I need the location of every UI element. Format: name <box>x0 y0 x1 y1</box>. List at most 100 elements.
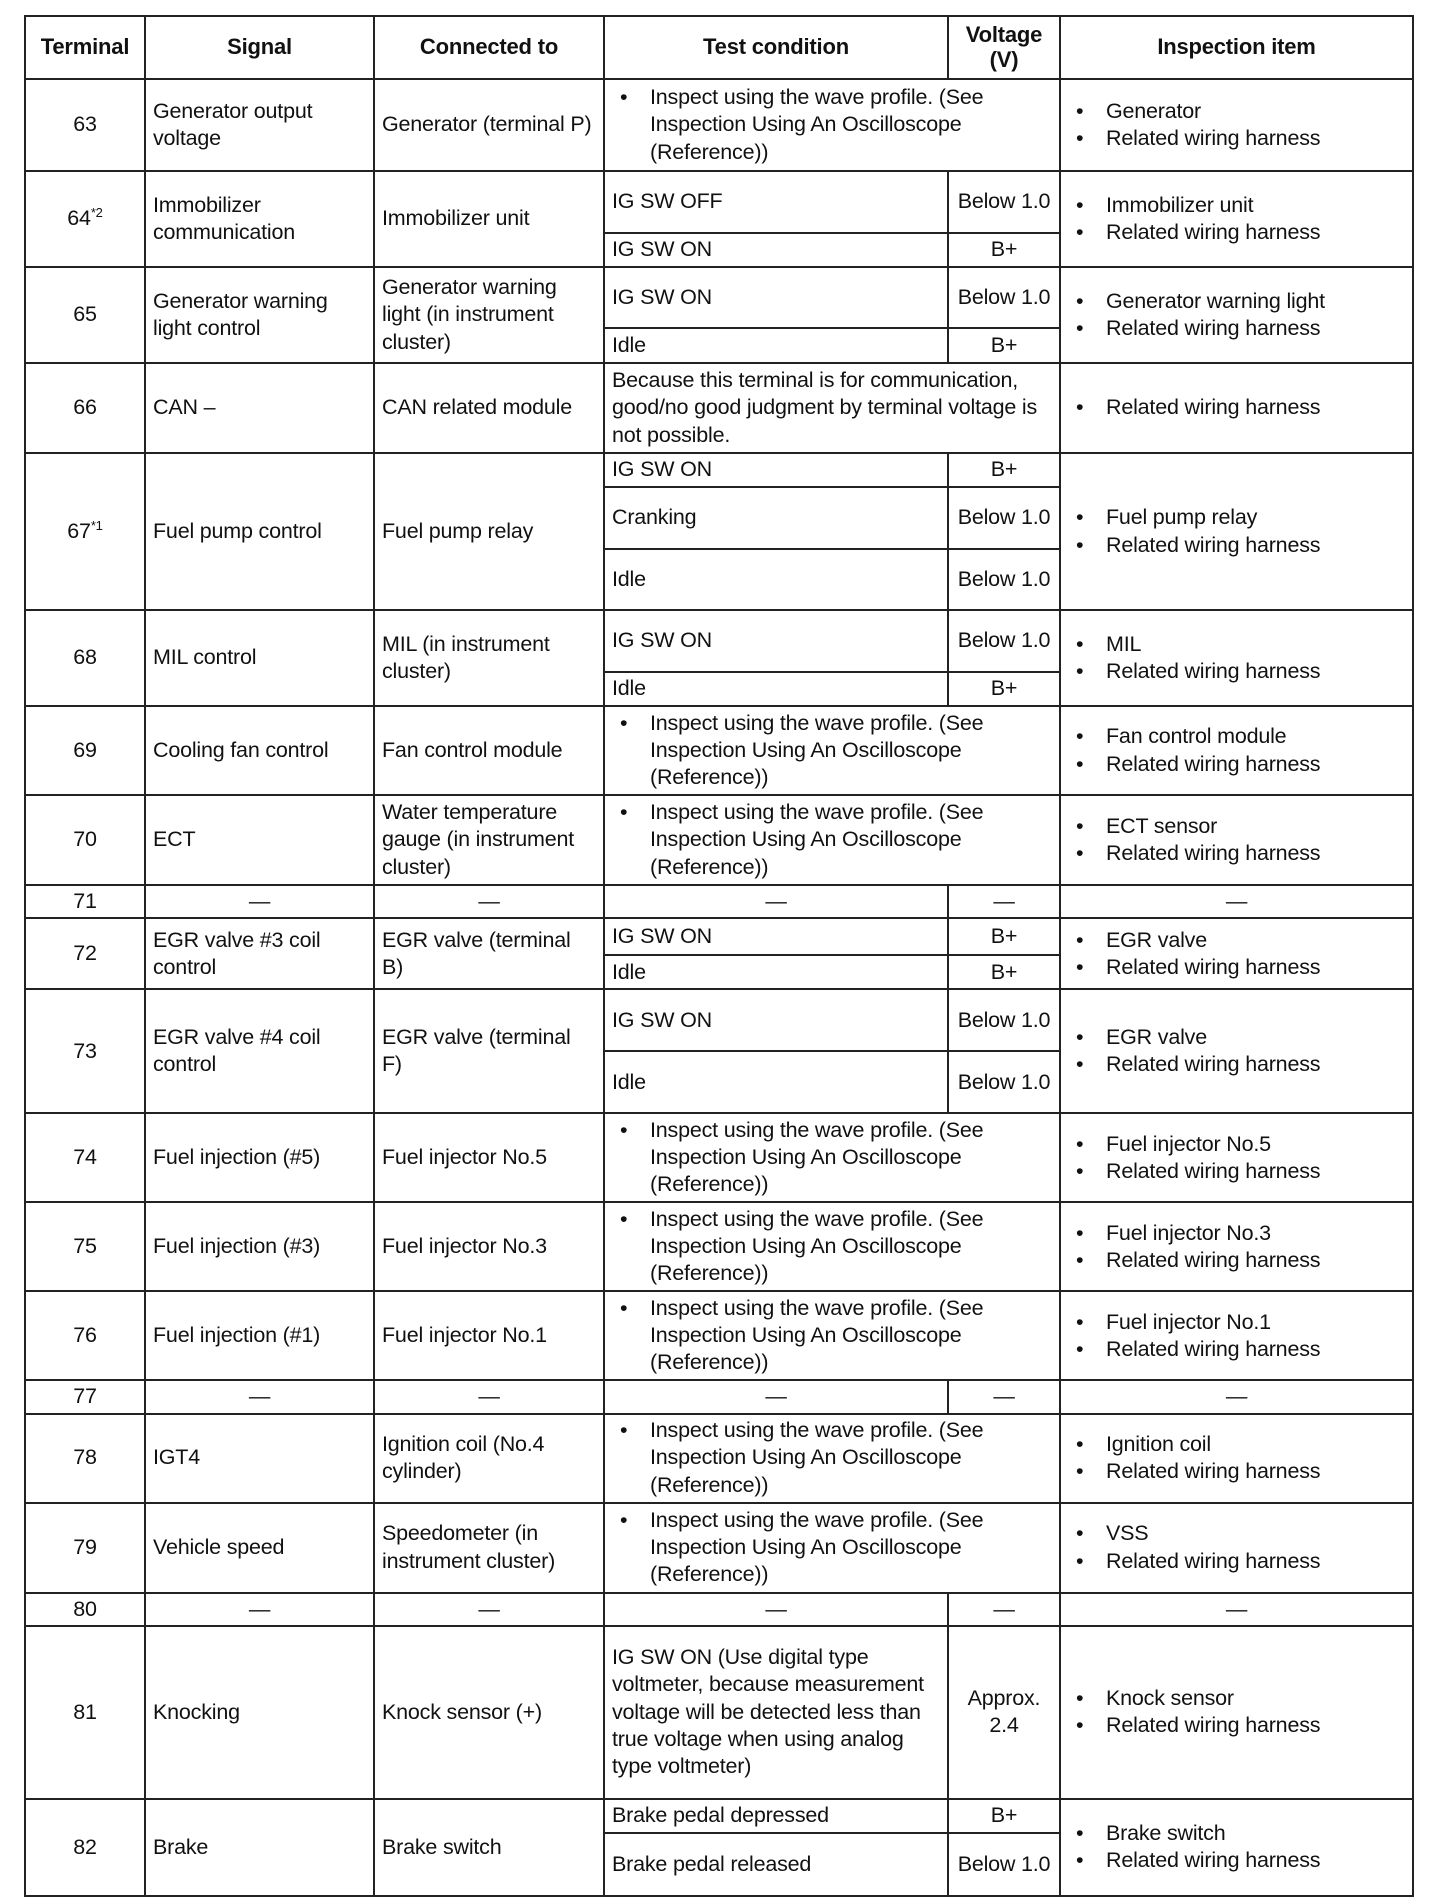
inspection-item: Fan control module <box>1068 723 1405 751</box>
terminal-number: 66 <box>73 395 97 420</box>
test-condition-cell: IG SW ON <box>603 452 949 488</box>
voltage-cell: B+ <box>947 671 1061 707</box>
connected-to-cell: Speedometer (in instrument cluster) <box>373 1501 605 1594</box>
inspection-item: Related wiring harness <box>1068 840 1405 868</box>
inspection-list: MILRelated wiring harness <box>1068 631 1405 686</box>
signal-cell: MIL control <box>144 609 375 707</box>
terminal-cell: 75 <box>24 1201 146 1293</box>
test-condition-cell: — <box>603 883 949 920</box>
terminal-cell: 71 <box>24 883 146 920</box>
inspection-item: Related wiring harness <box>1068 1158 1405 1186</box>
terminal-cell: 81 <box>24 1624 146 1800</box>
terminal-number: 75 <box>73 1234 97 1259</box>
voltage-cell: Below 1.0 <box>947 548 1061 611</box>
test-condition-cell: IG SW ON <box>603 917 949 957</box>
test-note-item: Inspect using the wave profile. (See Ins… <box>612 1117 1052 1199</box>
inspection-item-cell: Knock sensorRelated wiring harness <box>1059 1624 1414 1800</box>
terminal-number: 78 <box>73 1445 97 1470</box>
test-note-item: Inspect using the wave profile. (See Ins… <box>612 1295 1052 1377</box>
test-condition-cell: Idle <box>603 671 949 707</box>
test-condition-cell: Inspect using the wave profile. (See Ins… <box>603 705 1061 796</box>
inspection-list: Brake switchRelated wiring harness <box>1068 1820 1405 1875</box>
test-note-item: Inspect using the wave profile. (See Ins… <box>612 1206 1052 1288</box>
terminal-cell: 78 <box>24 1412 146 1504</box>
inspection-item-cell: — <box>1059 1379 1414 1415</box>
voltage-cell: Below 1.0 <box>947 486 1061 550</box>
voltage-cell: — <box>947 1379 1061 1415</box>
voltage-cell: — <box>947 883 1061 920</box>
connected-to-cell: Immobilizer unit <box>373 170 605 268</box>
inspection-item: ECT sensor <box>1068 813 1405 841</box>
connected-to-cell: Generator warning light (in instrument c… <box>373 266 605 364</box>
inspection-list: GeneratorRelated wiring harness <box>1068 98 1405 153</box>
header-row: Terminal Signal Connected to Test condit… <box>24 15 1414 80</box>
test-condition-cell: Inspect using the wave profile. (See Ins… <box>603 1290 1061 1382</box>
voltage-cell: B+ <box>947 954 1061 991</box>
table-subrow: Idle B+ <box>25 327 1413 364</box>
test-note-list: Inspect using the wave profile. (See Ins… <box>612 1417 1052 1499</box>
terminal-number: 68 <box>73 645 97 670</box>
terminal-number: 71 <box>73 889 97 913</box>
test-note-list: Inspect using the wave profile. (See Ins… <box>612 84 1052 166</box>
test-condition-cell: Inspect using the wave profile. (See Ins… <box>603 1201 1061 1293</box>
table-subrow: Idle Below 1.0 <box>25 1050 1413 1115</box>
signal-cell: Generator output voltage <box>144 78 375 172</box>
inspection-list: EGR valveRelated wiring harness <box>1068 1024 1405 1079</box>
terminal-inspection-table: Terminal Signal Connected to Test condit… <box>24 15 1414 1897</box>
inspection-item-cell: Fuel injector No.3Related wiring harness <box>1059 1201 1414 1293</box>
test-condition-cell: Inspect using the wave profile. (See Ins… <box>603 1112 1061 1204</box>
terminal-cell: 80 <box>24 1591 146 1627</box>
connected-to-cell: — <box>373 1379 605 1415</box>
inspection-item: Related wiring harness <box>1068 125 1405 153</box>
inspection-list: EGR valveRelated wiring harness <box>1068 927 1405 982</box>
inspection-item: EGR valve <box>1068 927 1405 955</box>
test-note-list: Inspect using the wave profile. (See Ins… <box>612 1507 1052 1589</box>
header-test-condition: Test condition <box>603 15 949 80</box>
table-row: 67*1 Fuel pump control Fuel pump relay IG S… <box>24 452 1414 611</box>
header-signal: Signal <box>144 15 375 80</box>
inspection-item: Fuel injector No.5 <box>1068 1131 1405 1159</box>
table-subrow: Idle Below 1.0 <box>25 548 1413 611</box>
test-condition-cell: IG SW ON <box>603 988 949 1053</box>
terminal-footnote: *1 <box>90 517 103 533</box>
inspection-item: Immobilizer unit <box>1068 192 1405 220</box>
test-note-item: Inspect using the wave profile. (See Ins… <box>612 1507 1052 1589</box>
terminal-cell: 79 <box>24 1501 146 1594</box>
connected-to-cell: Knock sensor (+) <box>373 1624 605 1800</box>
connected-to-cell: Fuel pump relay <box>373 452 605 611</box>
signal-cell: Immobilizer communication <box>144 170 375 268</box>
voltage-cell: B+ <box>947 917 1061 957</box>
terminal-cell: 64*2 <box>24 170 146 268</box>
terminal-number: 81 <box>73 1699 97 1724</box>
inspection-item: Generator <box>1068 98 1405 126</box>
terminal-cell: 63 <box>24 78 146 172</box>
signal-cell: Fuel injection (#5) <box>144 1112 375 1204</box>
signal-cell: EGR valve #4 coil control <box>144 988 375 1115</box>
terminal-cell: 77 <box>24 1379 146 1415</box>
table-row: 70 ECT Water temperature gauge (in instrum… <box>24 794 1414 886</box>
voltage-cell: — <box>947 1591 1061 1627</box>
signal-cell: — <box>144 1591 375 1627</box>
test-condition-cell: Idle <box>603 327 949 364</box>
test-note-item: Inspect using the wave profile. (See Ins… <box>612 84 1052 166</box>
terminal-cell: 68 <box>24 609 146 707</box>
test-condition-cell: Inspect using the wave profile. (See Ins… <box>603 794 1061 886</box>
table-row: 81 Knocking Knock sensor (+) IG SW ON (Use … <box>24 1624 1414 1800</box>
inspection-item: MIL <box>1068 631 1405 659</box>
connected-to-cell: Generator (terminal P) <box>373 78 605 172</box>
terminal-cell: 76 <box>24 1290 146 1382</box>
terminal-number: 65 <box>73 302 97 327</box>
connected-to-cell: Water temperature gauge (in instrument c… <box>373 794 605 886</box>
inspection-list: Knock sensorRelated wiring harness <box>1068 1685 1405 1740</box>
test-note-list: Inspect using the wave profile. (See Ins… <box>612 710 1052 792</box>
voltage-cell: B+ <box>947 452 1061 488</box>
signal-cell: EGR valve #3 coil control <box>144 917 375 991</box>
table-row: 79 Vehicle speed Speedometer (in instrumen… <box>24 1501 1414 1594</box>
connected-to-cell: EGR valve (terminal B) <box>373 917 605 991</box>
signal-cell: Fuel pump control <box>144 452 375 611</box>
voltage-cell: Below 1.0 <box>947 988 1061 1053</box>
terminal-cell: 70 <box>24 794 146 886</box>
inspection-item-cell: EGR valveRelated wiring harness <box>1059 988 1414 1115</box>
inspection-list: Generator warning lightRelated wiring ha… <box>1068 288 1405 343</box>
